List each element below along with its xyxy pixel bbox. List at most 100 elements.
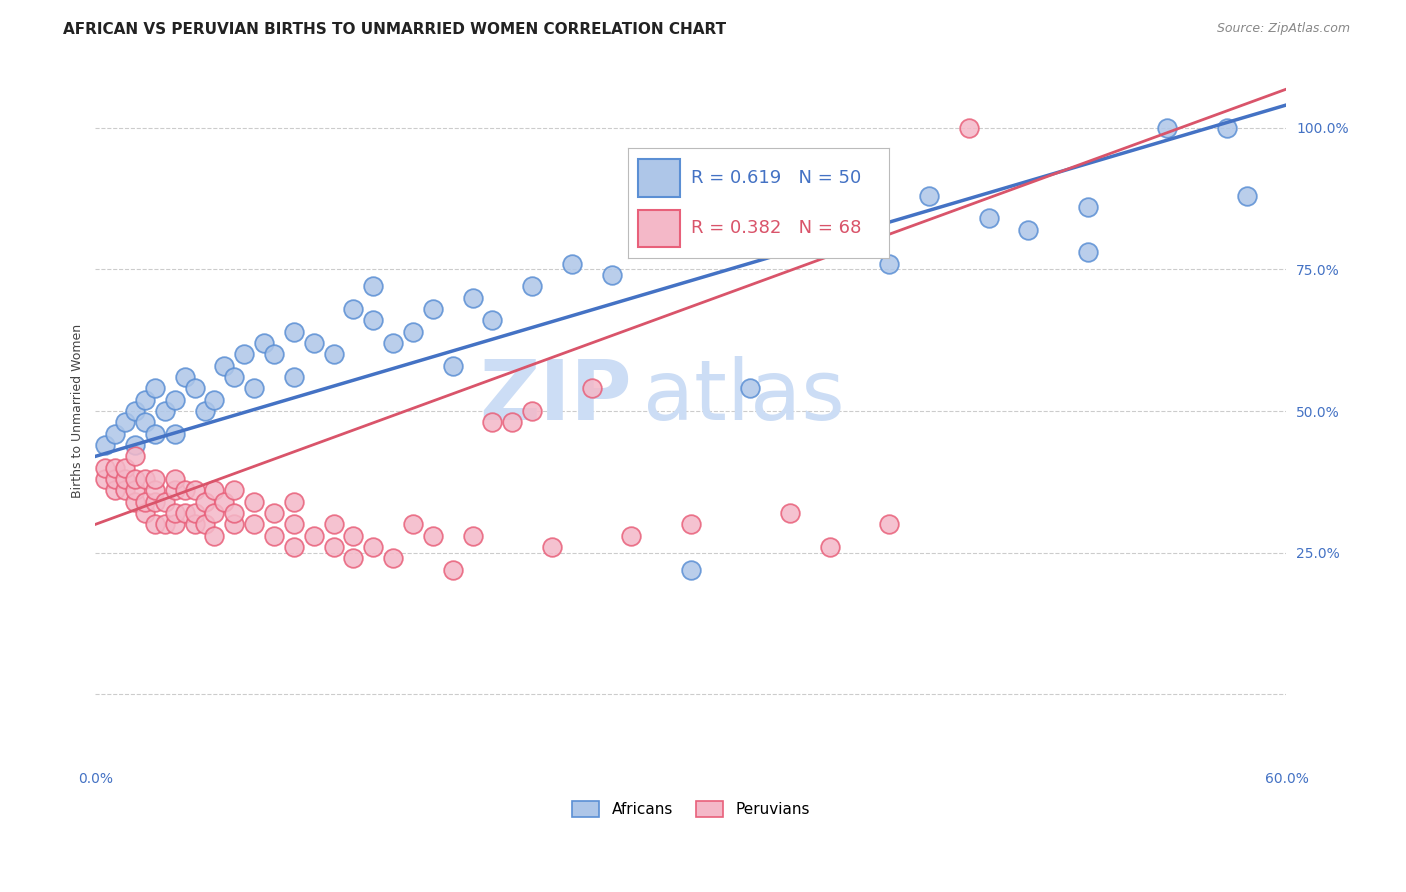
Point [183, 381, 205, 395]
Point [402, 517, 425, 532]
Point [382, 336, 405, 351]
Point [104, 460, 127, 475]
Point [561, 257, 583, 271]
Point [461, 291, 484, 305]
Point [163, 483, 186, 498]
Point [94, 460, 117, 475]
Point [124, 404, 146, 418]
Point [342, 529, 364, 543]
Point [361, 279, 384, 293]
Point [94, 472, 117, 486]
Point [779, 506, 801, 520]
Point [143, 494, 166, 508]
Text: R = 0.382   N = 68: R = 0.382 N = 68 [690, 219, 860, 237]
Point [302, 336, 325, 351]
Point [679, 563, 702, 577]
Bar [638, 210, 681, 247]
Point [342, 301, 364, 316]
Point [124, 483, 146, 498]
Point [124, 494, 146, 508]
Point [243, 381, 266, 395]
Point [581, 381, 603, 395]
Point [114, 415, 136, 429]
Point [153, 494, 176, 508]
Point [620, 529, 643, 543]
Point [481, 415, 503, 429]
Point [204, 392, 226, 407]
Point [134, 506, 156, 520]
Point [977, 211, 1000, 226]
Point [501, 415, 523, 429]
Text: ZIP: ZIP [479, 357, 631, 437]
Point [283, 540, 305, 554]
Point [163, 517, 186, 532]
Point [253, 336, 276, 351]
Text: Source: ZipAtlas.com: Source: ZipAtlas.com [1216, 22, 1350, 36]
Point [263, 506, 285, 520]
Point [143, 483, 166, 498]
Point [153, 517, 176, 532]
Point [422, 529, 444, 543]
Point [143, 472, 166, 486]
Y-axis label: Births to Unmarried Women: Births to Unmarried Women [72, 324, 84, 498]
Point [233, 347, 256, 361]
Point [183, 517, 205, 532]
Point [124, 472, 146, 486]
Point [302, 529, 325, 543]
Point [283, 325, 305, 339]
Point [163, 426, 186, 441]
Point [441, 563, 464, 577]
Point [1077, 200, 1099, 214]
Point [193, 494, 215, 508]
Point [173, 483, 195, 498]
Point [520, 404, 543, 418]
Point [204, 483, 226, 498]
Point [322, 517, 344, 532]
Point [134, 392, 156, 407]
Point [124, 438, 146, 452]
Point [322, 347, 344, 361]
Point [382, 551, 405, 566]
Point [114, 483, 136, 498]
Point [283, 494, 305, 508]
Point [818, 540, 841, 554]
Point [422, 301, 444, 316]
Point [600, 268, 623, 282]
Point [322, 540, 344, 554]
Point [183, 483, 205, 498]
Point [173, 506, 195, 520]
Point [263, 529, 285, 543]
Point [193, 404, 215, 418]
Point [224, 517, 246, 532]
Point [541, 540, 564, 554]
Point [283, 517, 305, 532]
Point [243, 517, 266, 532]
Point [173, 370, 195, 384]
Point [224, 483, 246, 498]
Point [114, 460, 136, 475]
Point [104, 483, 127, 498]
Point [134, 415, 156, 429]
Point [1077, 245, 1099, 260]
Point [114, 472, 136, 486]
Point [224, 370, 246, 384]
Point [94, 438, 117, 452]
Point [283, 370, 305, 384]
Point [193, 517, 215, 532]
Point [838, 234, 860, 248]
Point [204, 529, 226, 543]
Point [1216, 120, 1239, 135]
Point [342, 551, 364, 566]
Legend: Africans, Peruvians: Africans, Peruvians [564, 794, 818, 825]
Point [143, 426, 166, 441]
Point [1017, 222, 1039, 236]
Point [204, 506, 226, 520]
Point [679, 517, 702, 532]
Point [879, 257, 901, 271]
Point [143, 381, 166, 395]
Point [214, 494, 236, 508]
Text: R = 0.619   N = 50: R = 0.619 N = 50 [690, 169, 860, 187]
Point [143, 517, 166, 532]
Point [263, 347, 285, 361]
Point [879, 517, 901, 532]
